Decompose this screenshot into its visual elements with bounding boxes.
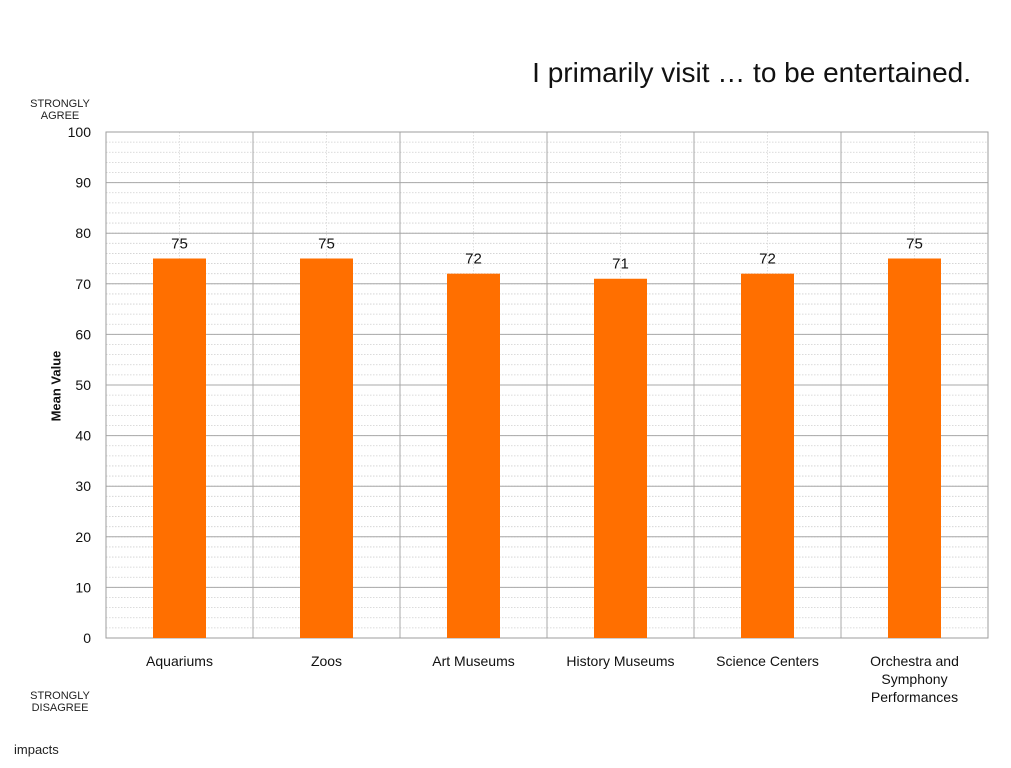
bar: [300, 258, 353, 638]
bar: [447, 273, 500, 638]
y-tick-label: 40: [75, 428, 91, 444]
plot-frame: [105, 131, 989, 639]
bottom-scale-note: STRONGLY DISAGREE: [30, 690, 90, 714]
bar-value-labels: 75 75 72 71 72 75: [171, 236, 923, 273]
category-dividers: [252, 132, 842, 638]
chart-title: I primarily visit … to be entertained.: [532, 57, 971, 88]
y-tick-label: 80: [75, 225, 91, 241]
x-tick-label: Art Museums: [432, 653, 515, 669]
bar-value-label: 71: [612, 256, 629, 273]
y-tick-labels: 0 10 20 30 40 50 60 70 80 90 100: [68, 124, 92, 646]
y-tick-label: 20: [75, 529, 91, 545]
bar-value-label: 72: [759, 251, 776, 268]
bar-value-label: 72: [465, 251, 482, 268]
x-tick-label: Orchestra and Symphony Performances: [870, 653, 959, 705]
y-tick-label: 0: [83, 630, 91, 646]
y-tick-label: 30: [75, 478, 91, 494]
bar: [153, 258, 206, 638]
bar-value-label: 75: [171, 236, 188, 253]
bar-value-label: 75: [318, 236, 335, 253]
y-tick-label: 60: [75, 326, 91, 342]
x-tick-label: History Museums: [566, 653, 675, 669]
bar: [741, 273, 794, 638]
bar: [594, 278, 647, 638]
y-tick-label: 90: [75, 175, 91, 191]
bars: [153, 258, 941, 638]
x-tick-label: Science Centers: [716, 653, 819, 669]
impacts-logo: impacts: [14, 742, 59, 757]
bar: [888, 258, 941, 638]
y-tick-label: 10: [75, 579, 91, 595]
x-tick-label: Zoos: [310, 653, 343, 669]
x-tick-label: Aquariums: [146, 653, 213, 669]
top-scale-note: STRONGLY AGREE: [30, 98, 90, 122]
bar-value-label: 75: [906, 236, 923, 253]
y-tick-label: 70: [75, 276, 91, 292]
y-tick-label: 100: [68, 124, 92, 140]
y-tick-label: 50: [75, 377, 91, 393]
